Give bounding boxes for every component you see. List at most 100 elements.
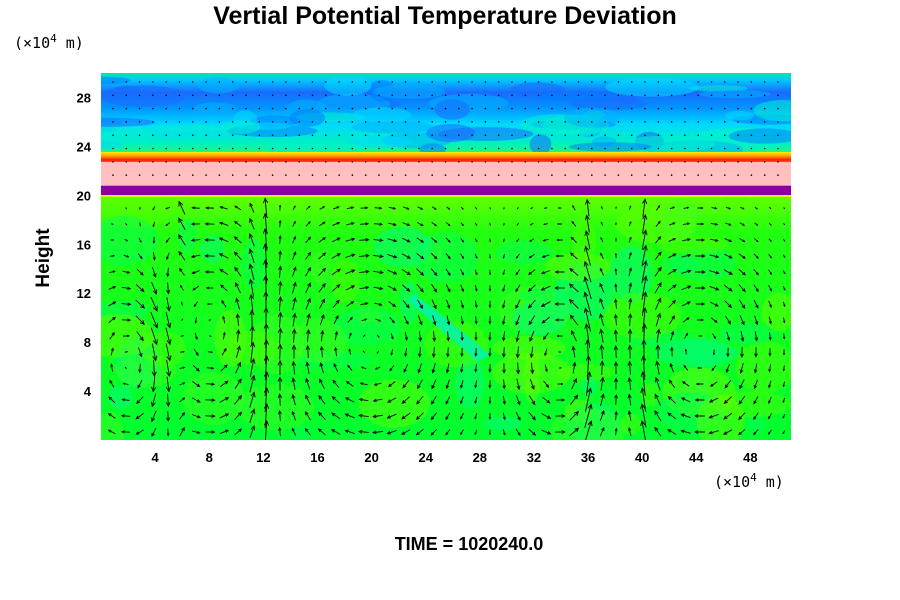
field-dot — [710, 94, 713, 97]
field-dot — [112, 94, 114, 97]
field-dot — [152, 147, 154, 150]
field-dot — [298, 147, 301, 150]
field-dot — [497, 174, 500, 176]
wind-arrow — [431, 206, 437, 210]
wind-arrow — [530, 362, 535, 375]
wind-arrow — [568, 283, 579, 293]
wind-arrow — [753, 412, 759, 421]
field-dot — [444, 81, 447, 83]
field-dot — [577, 134, 580, 136]
field-dot — [138, 107, 141, 110]
wind-arrow — [654, 393, 662, 406]
wind-arrow — [554, 302, 565, 306]
field-dot — [684, 81, 686, 83]
lower-patch — [483, 416, 522, 431]
upper-patch — [197, 77, 240, 94]
wind-arrow — [527, 284, 536, 292]
lower-patch — [565, 399, 594, 423]
wind-arrow — [345, 253, 356, 258]
wind-arrow — [599, 360, 605, 375]
x-tick-label: 8 — [206, 450, 213, 465]
field-dot — [444, 161, 447, 163]
wind-arrow — [544, 348, 548, 357]
wind-arrow — [359, 382, 368, 386]
wind-arrow — [138, 237, 142, 243]
wind-arrow — [768, 396, 772, 404]
wind-arrow — [388, 301, 397, 308]
wind-arrow — [695, 270, 706, 274]
field-dot — [484, 121, 487, 123]
x-tick-label: 28 — [473, 450, 487, 465]
field-dot — [245, 94, 247, 97]
wind-arrow — [389, 365, 395, 372]
lower-patch — [620, 413, 642, 435]
lower-patch — [413, 232, 479, 283]
field-dot — [298, 107, 301, 110]
wind-arrow — [488, 331, 492, 342]
wind-arrow — [348, 332, 352, 339]
wind-arrow — [725, 222, 732, 226]
field-dot — [351, 174, 354, 176]
wind-arrow — [559, 367, 562, 369]
field-dot — [112, 121, 114, 123]
wind-arrow — [446, 315, 451, 326]
wind-arrow — [569, 410, 580, 421]
wind-arrow — [528, 395, 536, 406]
wind-arrow — [445, 363, 450, 374]
wind-arrow — [346, 206, 355, 210]
field-dot — [391, 81, 394, 83]
field-dot — [218, 121, 221, 123]
wind-arrow — [697, 367, 702, 369]
wind-arrow — [783, 207, 786, 210]
field-dot — [444, 107, 447, 110]
wind-arrow — [681, 253, 692, 258]
wind-arrow — [613, 329, 618, 342]
field-dot — [258, 81, 261, 83]
wind-arrow — [460, 396, 464, 405]
wind-arrow — [374, 206, 383, 210]
wind-arrow — [430, 268, 438, 277]
wind-arrow — [502, 412, 506, 421]
field-dot — [231, 107, 234, 110]
wind-arrow — [600, 236, 604, 243]
wind-arrow — [528, 428, 537, 436]
wind-arrow — [249, 391, 256, 408]
wind-arrow — [695, 286, 706, 290]
field-dot — [657, 174, 660, 176]
wind-arrow — [768, 269, 773, 276]
wind-arrow — [697, 206, 704, 210]
wind-arrow — [754, 347, 758, 358]
field-dot — [458, 121, 460, 123]
field-dot — [378, 174, 380, 176]
wind-arrow — [152, 221, 156, 228]
wind-arrow — [684, 348, 688, 355]
field-dot — [325, 81, 327, 83]
field-dot — [777, 81, 779, 83]
wind-arrow — [768, 364, 772, 373]
field-dot — [364, 134, 367, 136]
wind-arrow — [249, 217, 255, 230]
wind-arrow — [460, 269, 464, 276]
wind-arrow — [694, 430, 705, 434]
wind-arrow — [320, 329, 325, 342]
field-dot — [311, 161, 314, 163]
field-dot — [604, 147, 606, 150]
field-dot — [205, 174, 207, 176]
wind-arrow — [682, 222, 691, 226]
pink-layer — [101, 162, 791, 186]
wind-arrow — [599, 344, 605, 359]
field-dot — [192, 174, 194, 176]
field-dot — [564, 134, 566, 136]
wind-arrow — [138, 347, 143, 358]
wind-arrow — [681, 301, 691, 307]
wind-arrow — [108, 286, 117, 290]
purple-band — [101, 186, 791, 195]
wind-arrow — [740, 206, 745, 210]
field-dot — [551, 94, 553, 97]
field-dot — [231, 121, 234, 123]
field-dot — [697, 107, 699, 110]
wind-arrow — [417, 206, 424, 210]
field-dot — [391, 147, 394, 150]
wind-arrow — [291, 360, 297, 375]
wind-arrow — [306, 313, 311, 326]
